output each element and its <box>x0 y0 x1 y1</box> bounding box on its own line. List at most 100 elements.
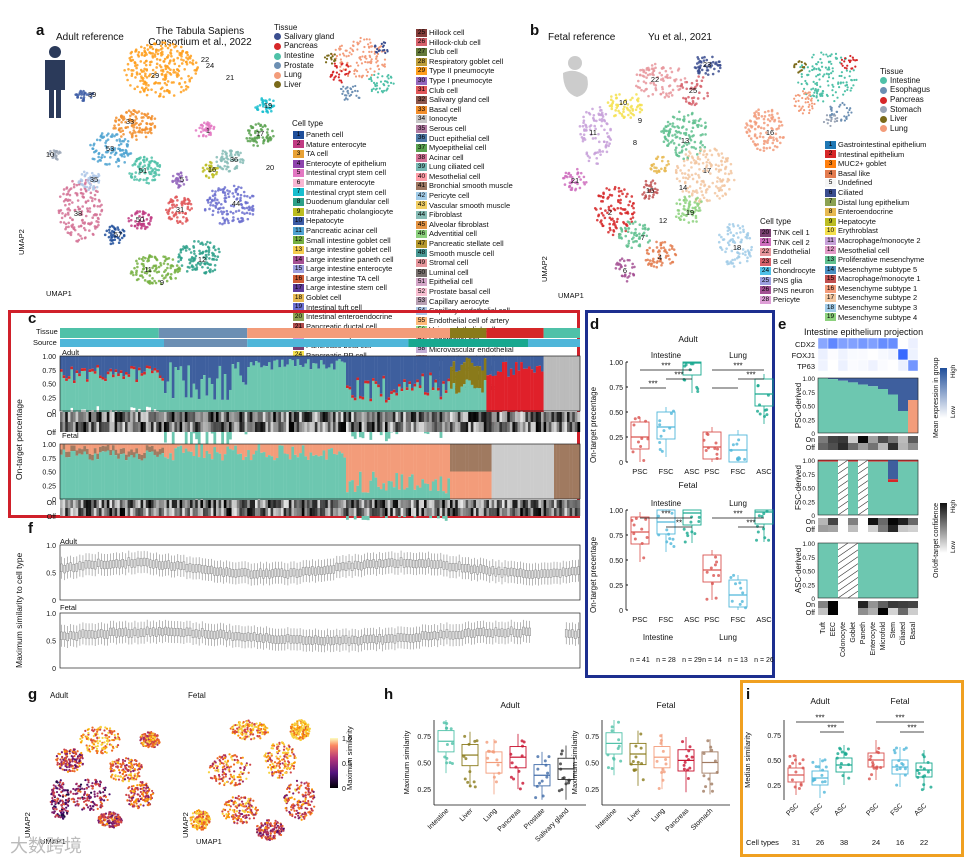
legend-swatch: 44 <box>416 211 427 220</box>
stacked-bar-segment <box>109 371 113 411</box>
umap-point <box>215 172 218 176</box>
umap-point <box>223 164 227 168</box>
umap-point <box>225 209 229 213</box>
umap-point <box>592 118 596 121</box>
fetus-body-icon <box>563 70 588 97</box>
stacked-bar-segment <box>96 459 100 509</box>
mini-umap-point <box>810 97 813 100</box>
stacked-bar-segment <box>296 356 300 360</box>
mini-umap-point <box>380 42 383 45</box>
umap-point <box>151 68 155 72</box>
umap-point <box>711 72 715 76</box>
umap-point <box>682 159 686 163</box>
umap-point <box>179 171 183 175</box>
stacked-bar-segment <box>294 444 297 455</box>
stacked-bar-segment <box>515 362 518 412</box>
tissue-label: Intestine <box>890 75 921 85</box>
umap-point <box>694 119 697 122</box>
umap-point <box>147 181 151 185</box>
celltype-legend-item: 29 Type II pneumocyte <box>416 66 514 76</box>
stacked-bar-segment <box>398 444 401 490</box>
umap-point <box>148 270 152 273</box>
mini-umap-point <box>816 73 820 77</box>
umap-point <box>133 163 137 166</box>
umap-point <box>104 162 107 166</box>
umap-point <box>687 206 691 209</box>
umap-point <box>618 267 621 271</box>
umap-point <box>642 80 646 83</box>
confidence-cell <box>426 412 430 422</box>
umap-point <box>603 216 607 220</box>
stacked-bar-segment <box>538 444 542 499</box>
umap-point <box>97 217 100 221</box>
stacked-bar-segment <box>86 381 89 421</box>
umap-point <box>174 211 178 214</box>
umap-point <box>127 216 130 220</box>
mini-umap-point <box>827 118 830 122</box>
stacked-bar-segment <box>153 444 157 450</box>
umap-point <box>172 58 176 61</box>
umap-point <box>620 237 624 240</box>
umap-point <box>89 143 92 147</box>
mini-umap-point <box>815 68 818 71</box>
confidence-cell <box>294 422 297 432</box>
confidence-cell <box>541 422 544 432</box>
y-tick: 0.25 <box>42 395 56 402</box>
umap-point <box>680 172 684 175</box>
umap-point <box>693 210 696 214</box>
umap-point <box>134 76 137 79</box>
stacked-bar-segment <box>356 485 360 514</box>
umap-point <box>578 186 582 190</box>
umap-point <box>617 194 621 198</box>
legend-swatch: 12 <box>825 246 836 255</box>
confidence-cell <box>322 412 326 422</box>
confidence-cell <box>556 422 560 432</box>
confidence-cell <box>504 412 508 422</box>
umap-point <box>95 149 98 152</box>
umap-point <box>163 57 167 61</box>
umap-point <box>201 124 205 128</box>
umap-point <box>130 270 133 273</box>
umap-point <box>208 257 211 260</box>
celltype-legend-item: 30 Type I pneumocyte <box>416 76 514 86</box>
stacked-bar-segment <box>442 383 445 423</box>
stacked-bar-segment <box>408 356 412 382</box>
cluster-label: 57 <box>114 230 122 239</box>
celltype-legend-item: 13 Proliferative mesenchyme <box>825 255 926 265</box>
stacked-bar-segment <box>408 384 412 423</box>
stacked-bar-segment <box>447 356 451 379</box>
stacked-bar-segment <box>541 371 544 422</box>
stacked-bar-segment <box>226 446 230 502</box>
umap-point <box>574 181 577 184</box>
umap-point <box>180 55 183 58</box>
umap-point <box>591 137 595 140</box>
umap-point <box>720 180 724 183</box>
mini-umap-point <box>848 108 851 112</box>
umap-point <box>266 128 270 131</box>
confidence-cell <box>559 422 562 432</box>
umap-point <box>235 164 239 168</box>
umap-point <box>219 188 223 192</box>
y-tick: 0 <box>52 497 56 504</box>
umap-point <box>691 121 695 125</box>
umap-point <box>659 92 663 96</box>
umap-point <box>634 108 638 112</box>
celltype-legend-item: 33 Basal cell <box>416 105 514 115</box>
stacked-bar-segment <box>174 448 178 504</box>
stacked-bar-segment <box>109 368 113 372</box>
confidence-cell <box>148 422 152 432</box>
umap-point <box>601 224 605 228</box>
umap-point <box>149 217 153 221</box>
umap-point <box>602 191 605 195</box>
stacked-bar-segment <box>522 444 526 499</box>
umap-point <box>747 128 750 131</box>
confidence-cell <box>333 412 336 422</box>
umap-point <box>202 129 205 132</box>
mini-umap-point <box>801 112 804 115</box>
umap-point <box>134 160 138 163</box>
confidence-cell <box>296 412 300 422</box>
stacked-bar-segment <box>390 356 393 392</box>
stacked-bar-segment <box>463 356 466 363</box>
confidence-cell <box>457 412 461 422</box>
stacked-bar-segment <box>80 454 84 505</box>
